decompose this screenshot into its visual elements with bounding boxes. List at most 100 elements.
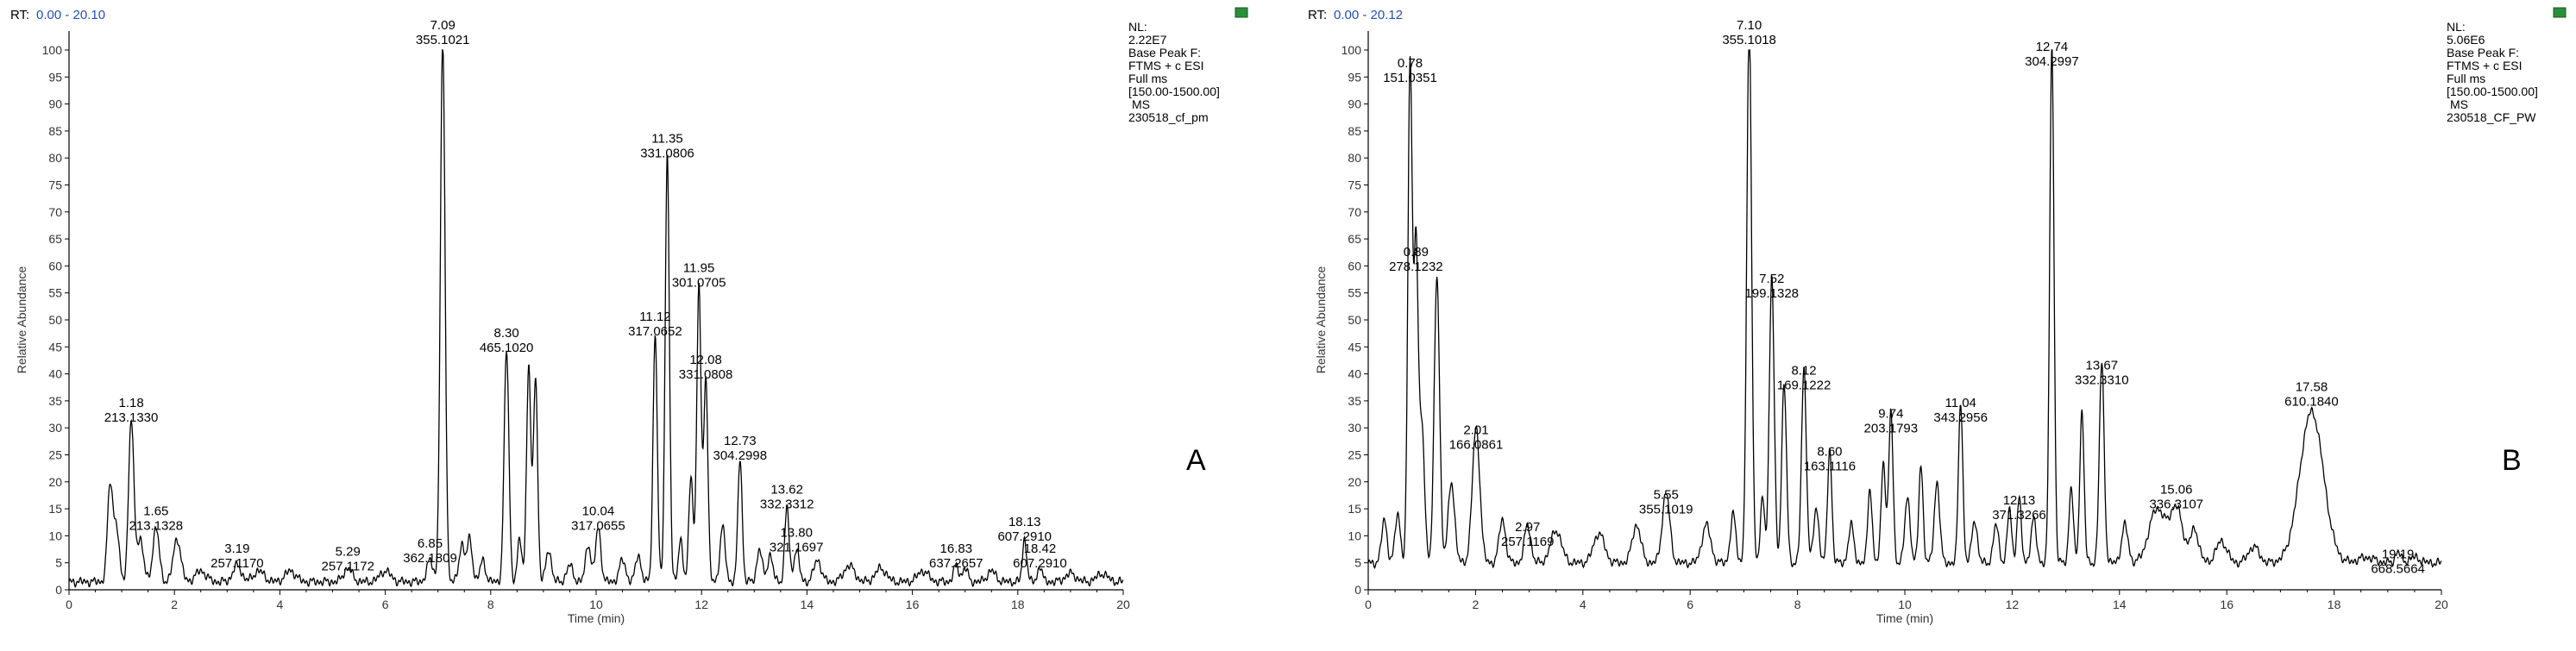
x-tick-label: 4 — [1580, 598, 1586, 611]
y-tick-label: 20 — [48, 475, 62, 489]
peak-mz-value: 331.0806 — [640, 146, 694, 160]
y-tick-label: 35 — [48, 394, 62, 408]
y-tick-label: 10 — [1348, 529, 1361, 542]
info-line: NL: — [1128, 20, 1147, 34]
y-tick-label: 65 — [48, 232, 62, 246]
y-tick-label: 15 — [1348, 502, 1361, 516]
peak-mz-value: 203.1793 — [1864, 422, 1919, 436]
y-tick-label: 55 — [48, 286, 62, 300]
y-tick-label: 50 — [48, 313, 62, 327]
info-line: MS — [1132, 97, 1150, 111]
y-tick-label: 0 — [55, 583, 62, 597]
peak-mz-value: 610.1840 — [2284, 394, 2339, 409]
info-line: 5.06E6 — [2447, 33, 2485, 47]
y-tick-label: 90 — [1348, 97, 1361, 111]
peak-mz-value: 371.3266 — [1992, 508, 2046, 523]
y-tick-label: 85 — [48, 124, 62, 138]
rt-range: 0.00 - 20.10 — [36, 8, 105, 22]
x-tick-label: 10 — [589, 598, 603, 611]
y-tick-label: 30 — [48, 421, 62, 435]
peak-retention-time: 1.65 — [143, 504, 168, 518]
axes-frame — [1367, 31, 2441, 591]
x-tick-label: 0 — [66, 598, 72, 611]
peak-mz-value: 213.1328 — [129, 518, 184, 533]
x-tick-label: 14 — [801, 598, 814, 611]
y-tick-label: 30 — [1348, 421, 1361, 435]
info-line: FTMS + c ESI — [1128, 59, 1204, 72]
x-tick-label: 12 — [694, 598, 708, 611]
x-tick-label: 6 — [382, 598, 389, 611]
peak-mz-value: 163.1116 — [1804, 460, 1856, 474]
y-tick-label: 25 — [1348, 448, 1361, 462]
peak-mz-value: 257.1172 — [321, 559, 374, 573]
y-tick-label: 100 — [42, 43, 63, 57]
peak-mz-value: 332.3312 — [760, 497, 814, 511]
y-tick-label: 60 — [1348, 259, 1361, 272]
x-tick-label: 6 — [1687, 598, 1693, 611]
info-line: [150.00-1500.00] — [2447, 85, 2538, 98]
peak-mz-value: 199.1328 — [1744, 286, 1799, 301]
y-tick-label: 35 — [1348, 394, 1361, 408]
peak-mz-value: 355.1018 — [1722, 33, 1776, 47]
peak-retention-time: 12.13 — [2003, 493, 2036, 508]
x-tick-label: 16 — [906, 598, 920, 611]
peak-mz-value: 343.2956 — [1933, 410, 1988, 425]
y-axis-label: Relative Abundance — [1314, 266, 1328, 374]
y-tick-label: 70 — [48, 205, 62, 219]
rt-label: RT: — [10, 8, 29, 22]
x-tick-label: 4 — [277, 598, 284, 611]
chromatogram-trace — [1367, 49, 2442, 569]
peak-retention-time: 17.58 — [2296, 379, 2328, 394]
peak-retention-time: 19.19 — [2382, 547, 2415, 561]
y-tick-label: 70 — [1348, 205, 1361, 219]
x-tick-label: 12 — [2006, 598, 2020, 611]
y-tick-label: 95 — [48, 70, 62, 84]
export-icon[interactable] — [1235, 7, 1248, 18]
peak-retention-time: 11.95 — [683, 261, 714, 276]
y-tick-label: 5 — [55, 556, 62, 570]
y-tick-label: 80 — [1348, 151, 1361, 165]
peak-mz-value: 257.1169 — [1501, 535, 1554, 549]
x-tick-label: 2 — [171, 598, 178, 611]
peak-retention-time: 13.62 — [770, 482, 803, 497]
peak-mz-value: 637.2657 — [929, 556, 983, 571]
y-tick-label: 45 — [1348, 340, 1361, 354]
peak-mz-value: 301.0705 — [672, 276, 726, 291]
info-line: NL: — [2447, 20, 2466, 34]
peak-retention-time: 12.73 — [724, 434, 757, 448]
y-tick-label: 80 — [48, 151, 62, 165]
y-tick-label: 5 — [1354, 556, 1361, 570]
y-tick-label: 60 — [48, 259, 62, 272]
rt-label: RT: — [1308, 8, 1327, 22]
peak-retention-time: 2.97 — [1515, 520, 1540, 535]
export-icon[interactable] — [2553, 7, 2567, 18]
y-tick-label: 85 — [1348, 124, 1361, 138]
peak-retention-time: 8.30 — [494, 326, 519, 341]
x-axis-label: Time (min) — [1876, 611, 1933, 625]
peak-mz-value: 607.2910 — [997, 529, 1052, 544]
panel-letter: B — [2502, 444, 2522, 477]
chromatogram-trace — [68, 49, 1124, 588]
rt-range: 0.00 - 20.12 — [1334, 8, 1403, 22]
peak-retention-time: 18.42 — [1024, 541, 1057, 556]
info-line: 2.22E7 — [1128, 33, 1167, 47]
